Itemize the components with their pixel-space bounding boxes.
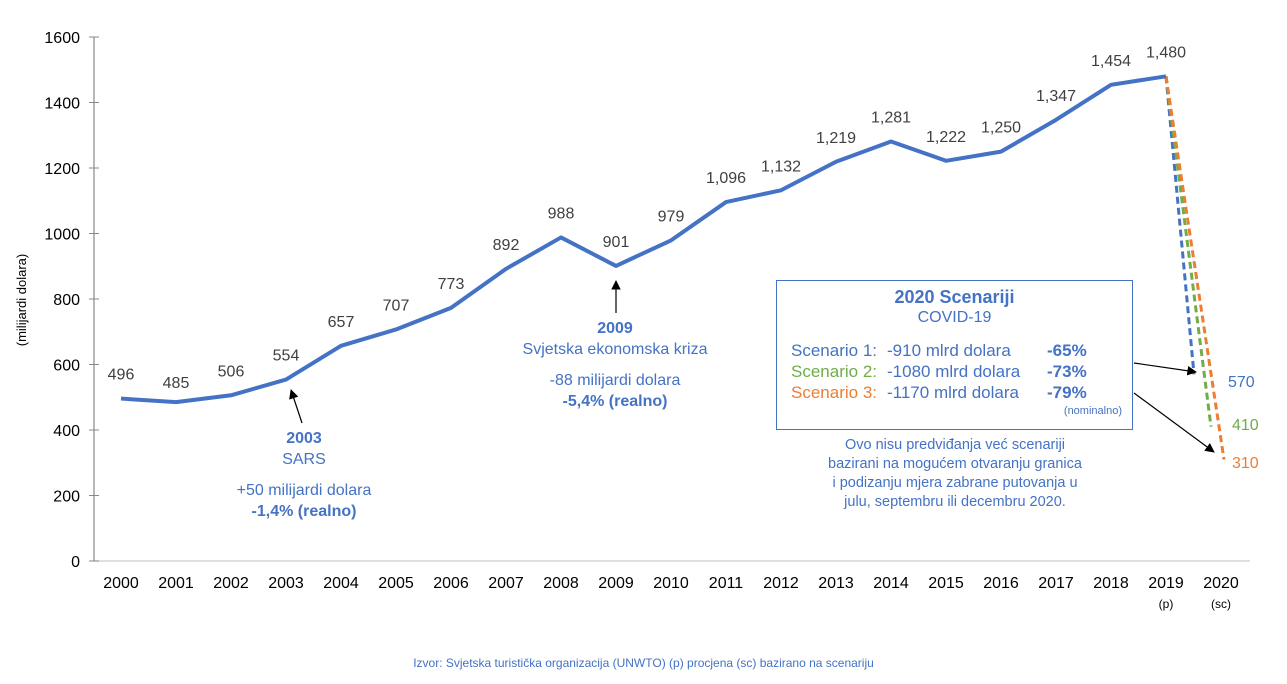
data-label: 707 <box>383 297 410 314</box>
scenario-amount: -1170 mlrd dolara <box>887 383 1019 402</box>
disclaimer-line: julu, septembru ili decembru 2020. <box>844 494 1066 510</box>
data-label: 1,132 <box>761 158 801 175</box>
data-label: 496 <box>108 367 135 384</box>
data-label: 485 <box>163 375 190 392</box>
annotation-pct: -5,4% (realno) <box>562 393 668 410</box>
x-tick-label: 2015 <box>928 575 964 592</box>
data-label: 901 <box>603 234 630 251</box>
x-tick-label: 2012 <box>763 575 799 592</box>
x-tick-label: 2013 <box>818 575 854 592</box>
y-tick-label: 1000 <box>44 227 80 244</box>
scenario-row-2: Scenario 2: -1080 mlrd dolara -73% <box>791 362 1087 382</box>
scenario-box-subtitle: COVID-19 <box>917 309 992 326</box>
x-tick-note: (p) <box>1159 597 1174 611</box>
data-label: 1,281 <box>871 109 911 126</box>
data-label: 506 <box>218 363 245 380</box>
y-tick-label: 400 <box>53 423 80 440</box>
annotation-name: Svjetska ekonomska kriza <box>522 341 708 358</box>
x-tick-label: 2010 <box>653 575 689 592</box>
data-label: 554 <box>273 348 300 365</box>
scenario-note: (nominalno) <box>1063 405 1122 417</box>
x-tick-label: 2016 <box>983 575 1019 592</box>
scenario-row-3: Scenario 3: -1170 mlrd dolara -79% <box>791 383 1087 403</box>
annotation-change: +50 milijardi dolara <box>236 482 372 499</box>
arrow-scenario-1 <box>1133 362 1197 376</box>
scenario-row-1: Scenario 1: -910 mlrd dolara -65% <box>791 341 1087 361</box>
annotation-crisis: 2009 Svjetska ekonomska kriza -88 milija… <box>500 318 730 412</box>
scenario-label: Scenario 1: <box>791 341 877 360</box>
scenario-value-label: 310 <box>1232 455 1259 472</box>
scenario-value-label: 410 <box>1232 417 1259 434</box>
scenario-amount: -910 mlrd dolara <box>887 341 1011 360</box>
annotation-year: 2009 <box>597 320 633 337</box>
y-axis-label: (milijardi dolara) <box>14 254 29 346</box>
scenario-line <box>1164 76 1196 375</box>
y-tick-label: 1200 <box>44 161 80 178</box>
disclaimer: Ovo nisu predviđanja već scenariji bazir… <box>800 436 1110 512</box>
disclaimer-line: bazirani na mogućem otvaranju granica <box>828 456 1082 472</box>
data-label: 1,222 <box>926 129 966 146</box>
series-line <box>120 74 1167 405</box>
x-tick-label: 2008 <box>543 575 579 592</box>
x-tick-label: 2006 <box>433 575 469 592</box>
y-tick-label: 1400 <box>44 96 80 113</box>
x-tick-label: 2004 <box>323 575 359 592</box>
x-tick-label: 2000 <box>103 575 139 592</box>
y-tick-label: 600 <box>53 358 80 375</box>
data-label: 1,096 <box>706 170 746 187</box>
data-label: 988 <box>548 205 575 222</box>
y-tick-label: 1600 <box>44 30 80 47</box>
y-tick-label: 800 <box>53 292 80 309</box>
arrow-scenario-3 <box>1133 392 1215 453</box>
y-tick-label: 200 <box>53 489 80 506</box>
x-tick-label: 2001 <box>158 575 194 592</box>
scenario-box: 2020 Scenariji COVID-19 Scenario 1: -910 … <box>776 280 1133 430</box>
x-tick-label: 2007 <box>488 575 524 592</box>
disclaimer-line: i podizanju mjera zabrane putovanja u <box>832 475 1078 491</box>
arrow-sars <box>289 389 303 424</box>
scenario-label: Scenario 2: <box>791 362 877 381</box>
annotation-change: -88 milijardi dolara <box>549 372 681 389</box>
scenario-value-label: 570 <box>1228 374 1255 391</box>
annotation-year: 2003 <box>286 430 322 447</box>
x-tick-label: 2017 <box>1038 575 1074 592</box>
scenario-pct: -73% <box>1047 362 1087 381</box>
scenario-line <box>1164 76 1213 427</box>
y-tick-label: 0 <box>71 554 80 571</box>
data-label: 1,454 <box>1091 53 1131 70</box>
data-label: 1,250 <box>981 120 1021 137</box>
disclaimer-line: Ovo nisu predviđanja već scenariji <box>844 437 1066 453</box>
data-label: 657 <box>328 314 355 331</box>
annotation-pct: -1,4% (realno) <box>251 503 357 520</box>
data-label: 979 <box>658 208 685 225</box>
x-tick-label: 2011 <box>709 575 744 592</box>
scenario-pct: -65% <box>1047 341 1087 360</box>
x-tick-label: 2005 <box>378 575 414 592</box>
x-tick-label: 2003 <box>268 575 304 592</box>
source-note: Izvor: Svjetska turistička organizacija … <box>413 656 874 670</box>
x-tick-label: 2020 <box>1203 575 1239 592</box>
data-label: 1,480 <box>1146 44 1186 61</box>
scenario-label: Scenario 3: <box>791 383 877 402</box>
scenario-pct: -79% <box>1047 383 1087 402</box>
data-label: 1,347 <box>1036 88 1076 105</box>
annotation-name: SARS <box>282 451 326 468</box>
data-label: 773 <box>438 276 465 293</box>
scenario-amount: -1080 mlrd dolara <box>887 362 1021 381</box>
x-tick-label: 2014 <box>873 575 909 592</box>
data-label: 1,219 <box>816 130 856 147</box>
x-tick-label: 2009 <box>598 575 634 592</box>
x-tick-label: 2002 <box>213 575 249 592</box>
data-label: 892 <box>493 237 520 254</box>
scenario-line <box>1164 76 1226 460</box>
annotation-sars: 2003 SARS +50 milijardi dolara -1,4% (re… <box>224 428 384 522</box>
scenario-box-title: 2020 Scenariji <box>894 287 1015 307</box>
x-tick-note: (sc) <box>1211 597 1231 611</box>
x-tick-label: 2018 <box>1093 575 1129 592</box>
x-tick-label: 2019 <box>1148 575 1184 592</box>
